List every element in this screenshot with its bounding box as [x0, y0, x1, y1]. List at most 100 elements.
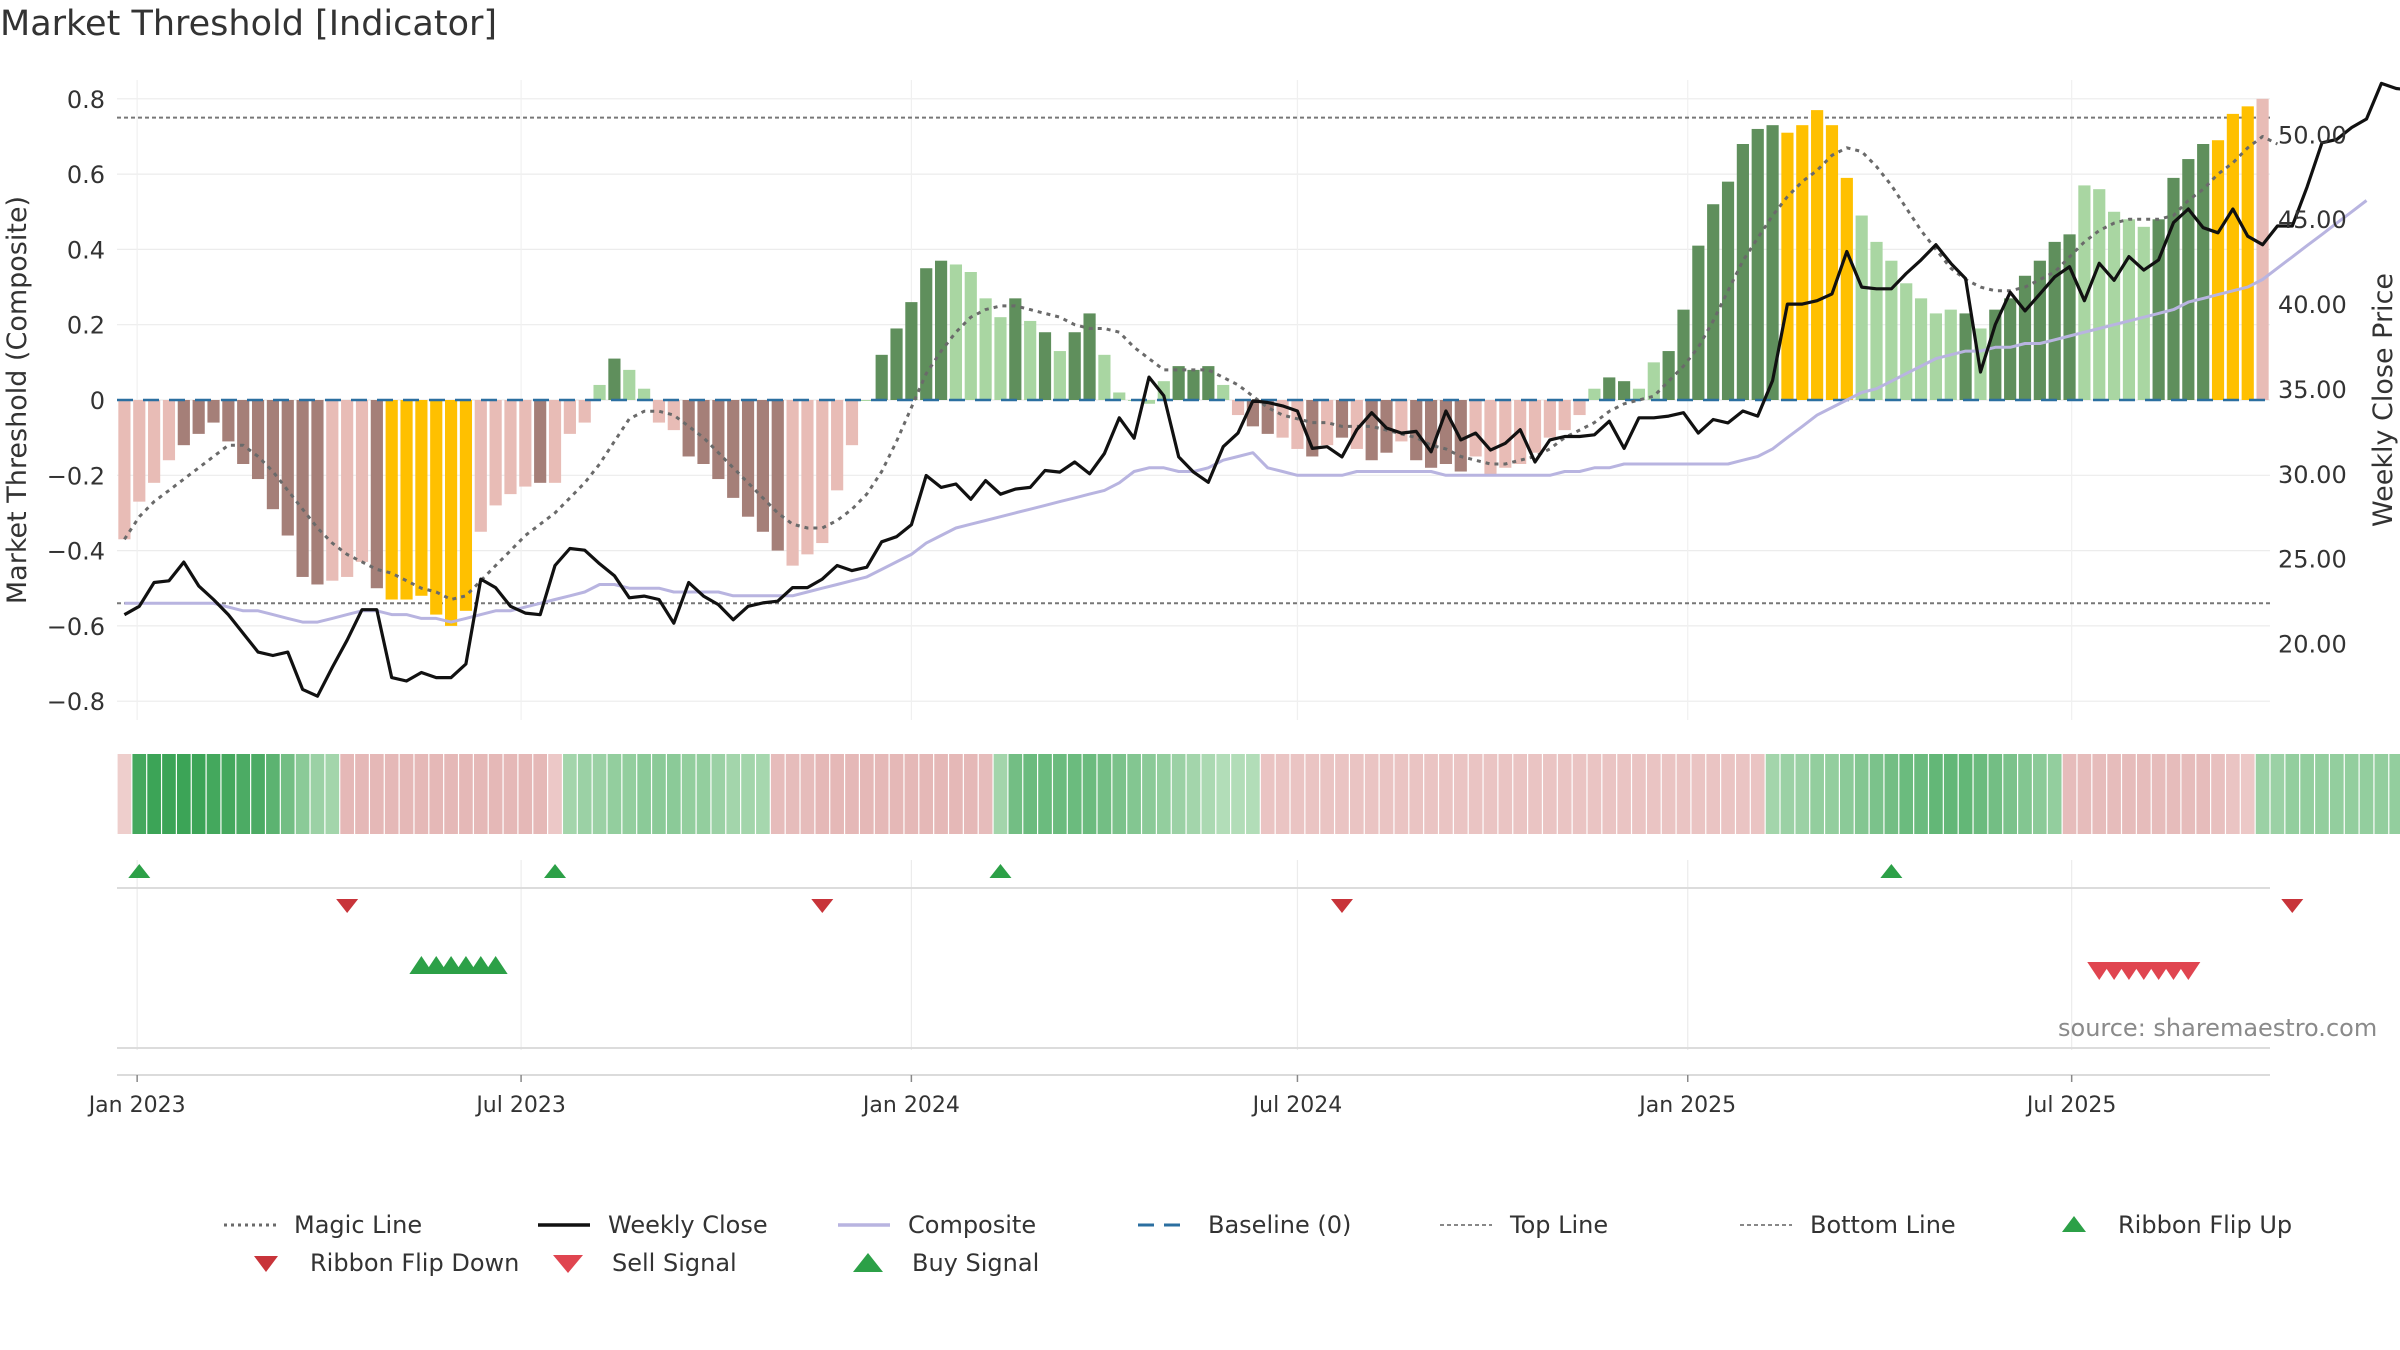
legend-swatch: [540, 1246, 596, 1280]
composite-bar: [816, 400, 829, 544]
legend-label: Buy Signal: [912, 1249, 1040, 1277]
composite-bar: [593, 384, 606, 400]
ribbon-cell: [206, 754, 221, 834]
ribbon-cell: [2122, 754, 2136, 834]
composite-bar: [2241, 106, 2254, 401]
ribbon-cell: [2033, 754, 2047, 834]
composite-bar: [1053, 351, 1066, 400]
ribbon-cell: [2092, 754, 2107, 834]
composite-bar: [311, 400, 324, 585]
ribbon-cell: [325, 754, 340, 834]
legend-swatch: [1438, 1208, 1494, 1242]
ribbon-cell: [1290, 754, 1305, 834]
composite-line: [124, 199, 2368, 624]
composite-bar: [667, 400, 680, 431]
ribbon-cell: [1038, 754, 1052, 834]
ribbon-cell: [800, 754, 815, 834]
ribbon-cell: [592, 754, 607, 834]
legend-weekly-close[interactable]: Weekly Close: [536, 1208, 768, 1242]
legend-label: Magic Line: [294, 1211, 423, 1239]
composite-bar: [548, 400, 562, 483]
composite-bar: [1707, 204, 1720, 400]
ribbon-cell: [622, 754, 637, 834]
composite-bar: [148, 400, 161, 483]
y-tick-label: 0.2: [67, 312, 105, 340]
composite-bar: [2122, 219, 2136, 400]
legend-buy-signal[interactable]: Buy Signal: [840, 1246, 1039, 1280]
ribbon-cell: [548, 754, 562, 834]
ribbon-cell: [162, 754, 176, 834]
ribbon-cell: [1780, 754, 1795, 834]
legend-composite[interactable]: Composite: [836, 1208, 1036, 1242]
composite-bar: [222, 400, 235, 442]
ribbon-cell: [1097, 754, 1112, 834]
ribbon-cell: [399, 754, 414, 834]
ribbon-cell: [1899, 754, 1914, 834]
composite-bar: [326, 400, 339, 581]
ribbon-cell: [1394, 754, 1409, 834]
legend-ribbon-flip-up[interactable]: Ribbon Flip Up: [2046, 1208, 2292, 1242]
x-tick-label: Jan 2023: [87, 1093, 186, 1118]
y2-tick-label: 45.00: [2278, 206, 2347, 234]
composite-bar: [979, 298, 992, 400]
composite-bar: [400, 400, 413, 600]
composite-bar: [1038, 332, 1052, 400]
composite-bar: [1811, 110, 1824, 400]
composite-bar: [2197, 144, 2210, 400]
ribbon-cell: [370, 754, 384, 834]
legend-swatch: [536, 1208, 592, 1242]
ribbon-cell: [1988, 754, 2003, 834]
composite-bar: [1840, 177, 1853, 400]
ribbon-cell: [1142, 754, 1156, 834]
composite-bar: [341, 400, 354, 577]
composite-bar: [1142, 400, 1156, 404]
composite-bar: [1573, 400, 1586, 416]
ribbon-cell: [711, 754, 726, 834]
ribbon-cell: [1364, 754, 1379, 834]
sell-signal-marker: [2176, 962, 2201, 980]
ribbon-flip-up-marker: [1880, 864, 1903, 878]
legend-top-line[interactable]: Top Line: [1438, 1208, 1608, 1242]
ribbon-cell: [1246, 754, 1260, 834]
composite-bar: [934, 260, 948, 400]
source-note: source: sharemaestro.com: [2058, 1014, 2378, 1042]
market-threshold-chart: −0.8 −0.6 −0.4 −0.2 0 0.2 0.4 0.6 0.8 20.00 25.00 3…: [2, 80, 2400, 1118]
composite-bar: [697, 400, 710, 464]
ribbon-cell: [1750, 754, 1765, 834]
legend-magic-line[interactable]: Magic Line: [222, 1208, 422, 1242]
x-tick-label: Jan 2025: [1637, 1093, 1736, 1118]
ribbon-cell: [340, 754, 354, 834]
composite-bar: [1321, 400, 1334, 446]
composite-bar: [608, 358, 621, 400]
ribbon-cell: [221, 754, 236, 834]
ribbon-cell: [1008, 754, 1023, 834]
legend-label: Bottom Line: [1810, 1211, 1956, 1239]
legend-baseline[interactable]: Baseline (0): [1136, 1208, 1351, 1242]
ribbon-cell: [1691, 754, 1706, 834]
ribbon-cell: [577, 754, 592, 834]
ribbon-cell: [1528, 754, 1542, 834]
composite-bar: [2018, 275, 2032, 400]
composite-bar: [1647, 362, 1660, 400]
y2-tick-label: 20.00: [2278, 631, 2347, 659]
composite-bar: [1098, 354, 1111, 400]
composite-bar: [237, 400, 250, 464]
composite-bar: [949, 264, 963, 400]
composite-bar: [355, 400, 369, 562]
composite-bar: [1528, 400, 1542, 453]
y-tick-label: −0.8: [47, 688, 105, 716]
ribbon-cell: [785, 754, 800, 834]
legend-ribbon-flip-down[interactable]: Ribbon Flip Down: [238, 1246, 519, 1280]
composite-bar: [1231, 400, 1245, 416]
ribbon-cell: [1943, 754, 1958, 834]
legend-bottom-line[interactable]: Bottom Line: [1738, 1208, 1956, 1242]
legend-sell-signal[interactable]: Sell Signal: [540, 1246, 737, 1280]
ribbon-cell: [1127, 754, 1141, 834]
y2-tick-label: 30.00: [2278, 461, 2347, 489]
ribbon-cell: [815, 754, 830, 834]
ribbon-cell: [355, 754, 369, 834]
ribbon-cell: [756, 754, 770, 834]
y-tick-label: −0.4: [47, 538, 105, 566]
composite-bar: [1187, 369, 1200, 400]
ribbon-cell: [845, 754, 859, 834]
